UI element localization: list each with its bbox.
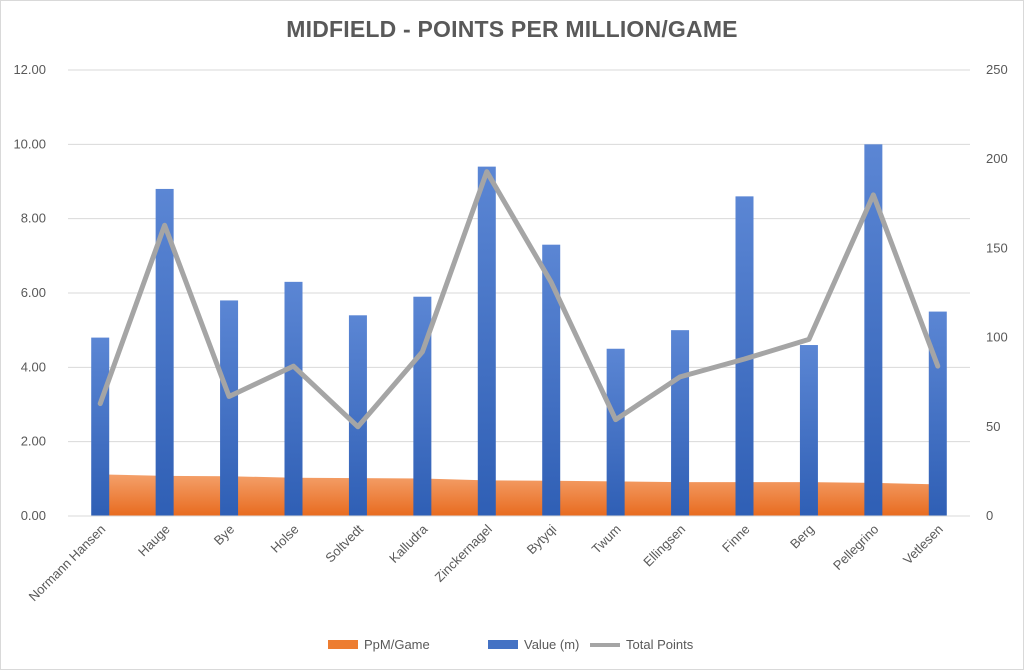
bar-value bbox=[220, 300, 239, 516]
x-tick-label: Finne bbox=[719, 522, 753, 556]
y-left-tick-label: 2.00 bbox=[21, 434, 46, 449]
bar-value bbox=[477, 166, 496, 516]
y-right-tick-label: 150 bbox=[986, 240, 1008, 255]
x-tick-label: Twum bbox=[589, 522, 624, 557]
chart-title: MIDFIELD - POINTS PER MILLION/GAME bbox=[286, 16, 738, 42]
y-right-tick-label: 0 bbox=[986, 508, 993, 523]
y-left-tick-label: 12.00 bbox=[13, 62, 46, 77]
bar-value bbox=[671, 330, 690, 516]
x-tick-label: Berg bbox=[787, 522, 817, 552]
y-right-tick-label: 200 bbox=[986, 151, 1008, 166]
y-right-tick-label: 100 bbox=[986, 330, 1008, 345]
y-left-tick-label: 0.00 bbox=[21, 508, 46, 523]
bar-value bbox=[413, 296, 432, 516]
bar-value bbox=[864, 144, 883, 517]
x-tick-label: Kalludra bbox=[386, 521, 431, 566]
bar-value bbox=[799, 345, 818, 516]
bar-value bbox=[606, 348, 625, 516]
legend-swatch-ppm-game bbox=[328, 640, 358, 649]
y-right-tick-label: 50 bbox=[986, 419, 1000, 434]
x-tick-label: Ellingsen bbox=[640, 522, 688, 570]
line-total-points bbox=[97, 169, 941, 430]
legend-label-ppm-game: PpM/Game bbox=[364, 637, 430, 652]
y-left-tick-label: 6.00 bbox=[21, 285, 46, 300]
bar-value bbox=[155, 188, 174, 516]
area-ppm-game bbox=[100, 474, 938, 516]
legend-label-total-points: Total Points bbox=[626, 637, 694, 652]
legend-label-value-m: Value (m) bbox=[524, 637, 579, 652]
bar-value bbox=[542, 244, 561, 516]
x-tick-label: Soltvedt bbox=[322, 521, 366, 565]
bar-value bbox=[284, 281, 303, 516]
bar-value bbox=[735, 196, 754, 516]
x-tick-label: Pellegrino bbox=[830, 522, 881, 573]
x-tick-label: Hauge bbox=[135, 522, 173, 560]
x-tick-label: Normann Hansen bbox=[26, 522, 109, 605]
bar-value bbox=[348, 315, 367, 516]
x-tick-label: Holse bbox=[268, 522, 302, 556]
y-left-tick-label: 10.00 bbox=[13, 136, 46, 151]
bar-value bbox=[91, 337, 110, 516]
bar-value bbox=[928, 311, 947, 516]
y-left-tick-label: 8.00 bbox=[21, 211, 46, 226]
legend-swatch-value-m bbox=[488, 640, 518, 649]
y-right-tick-label: 250 bbox=[986, 62, 1008, 77]
x-tick-label: Bye bbox=[211, 522, 237, 548]
x-tick-label: Zinckernagel bbox=[432, 521, 495, 584]
y-left-tick-label: 4.00 bbox=[21, 359, 46, 374]
x-tick-label: Bytyqi bbox=[524, 521, 560, 557]
x-tick-label: Vetlesen bbox=[900, 522, 946, 568]
